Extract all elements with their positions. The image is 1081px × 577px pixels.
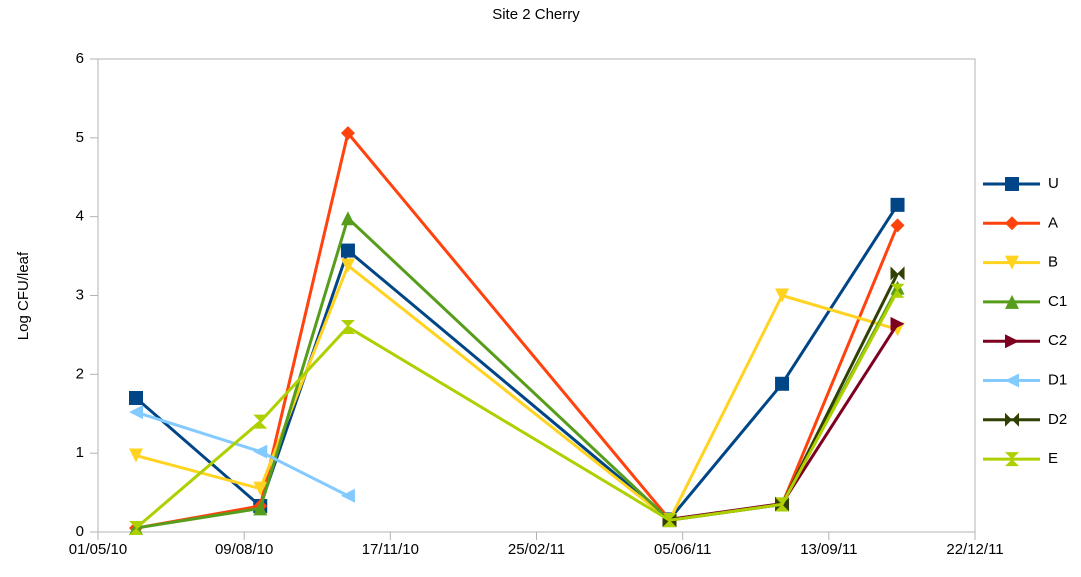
x-tick-label: 22/12/11 — [946, 541, 1003, 558]
legend-label: C1 — [1048, 293, 1067, 310]
y-tick-label: 4 — [76, 208, 84, 225]
marker — [775, 288, 790, 303]
marker — [890, 316, 905, 331]
x-tick-label: 05/06/11 — [654, 541, 711, 558]
y-tick-label: 2 — [76, 365, 84, 382]
marker — [662, 513, 677, 528]
y-tick-label: 1 — [76, 444, 84, 461]
x-tick-label: 09/08/10 — [215, 541, 273, 558]
marker — [340, 126, 355, 141]
marker — [129, 390, 144, 405]
legend-marker — [1005, 334, 1019, 349]
marker — [340, 320, 355, 335]
legend-marker — [1005, 177, 1019, 191]
legend-label: D1 — [1048, 371, 1067, 388]
legend-marker — [1005, 373, 1019, 388]
legend-label: D2 — [1048, 411, 1067, 428]
legend-label: A — [1048, 214, 1058, 231]
series-line — [135, 204, 899, 521]
marker — [890, 197, 905, 212]
x-tick-label: 13/09/11 — [800, 541, 857, 558]
marker — [340, 243, 355, 258]
y-tick-label: 0 — [76, 523, 84, 540]
x-tick-label: 01/05/10 — [69, 541, 127, 558]
marker — [129, 448, 144, 463]
legend-marker — [1005, 294, 1019, 309]
chart-title: Site 2 Cherry — [492, 6, 580, 23]
legend-marker — [1005, 452, 1019, 467]
legend-marker — [1005, 412, 1019, 427]
marker — [129, 405, 144, 420]
y-tick-label: 6 — [76, 50, 84, 67]
marker — [890, 218, 905, 233]
x-tick-label: 25/02/11 — [508, 541, 565, 558]
series-line — [135, 131, 899, 530]
marker — [253, 444, 268, 459]
legend-marker — [1005, 216, 1019, 231]
y-axis-label: Log CFU/leaf — [15, 251, 32, 340]
legend-label: E — [1048, 450, 1058, 467]
marker — [890, 266, 905, 281]
marker — [340, 258, 355, 273]
marker — [340, 211, 355, 226]
series-line — [135, 290, 899, 530]
plot-frame — [97, 58, 976, 533]
marker — [340, 488, 355, 503]
marker — [890, 283, 905, 298]
marker — [253, 501, 268, 516]
legend-label: U — [1048, 175, 1059, 192]
marker — [775, 376, 790, 391]
x-tick-label: 17/11/10 — [362, 541, 419, 558]
legend-marker — [1005, 255, 1019, 270]
y-tick-label: 3 — [76, 286, 84, 303]
series-line — [135, 216, 899, 530]
legend-label: C2 — [1048, 332, 1067, 349]
marker — [253, 481, 268, 496]
marker — [253, 414, 268, 429]
series-line — [135, 264, 898, 522]
legend-label: B — [1048, 254, 1058, 271]
marker — [775, 497, 790, 512]
y-tick-label: 5 — [76, 129, 84, 146]
marker — [129, 521, 144, 536]
